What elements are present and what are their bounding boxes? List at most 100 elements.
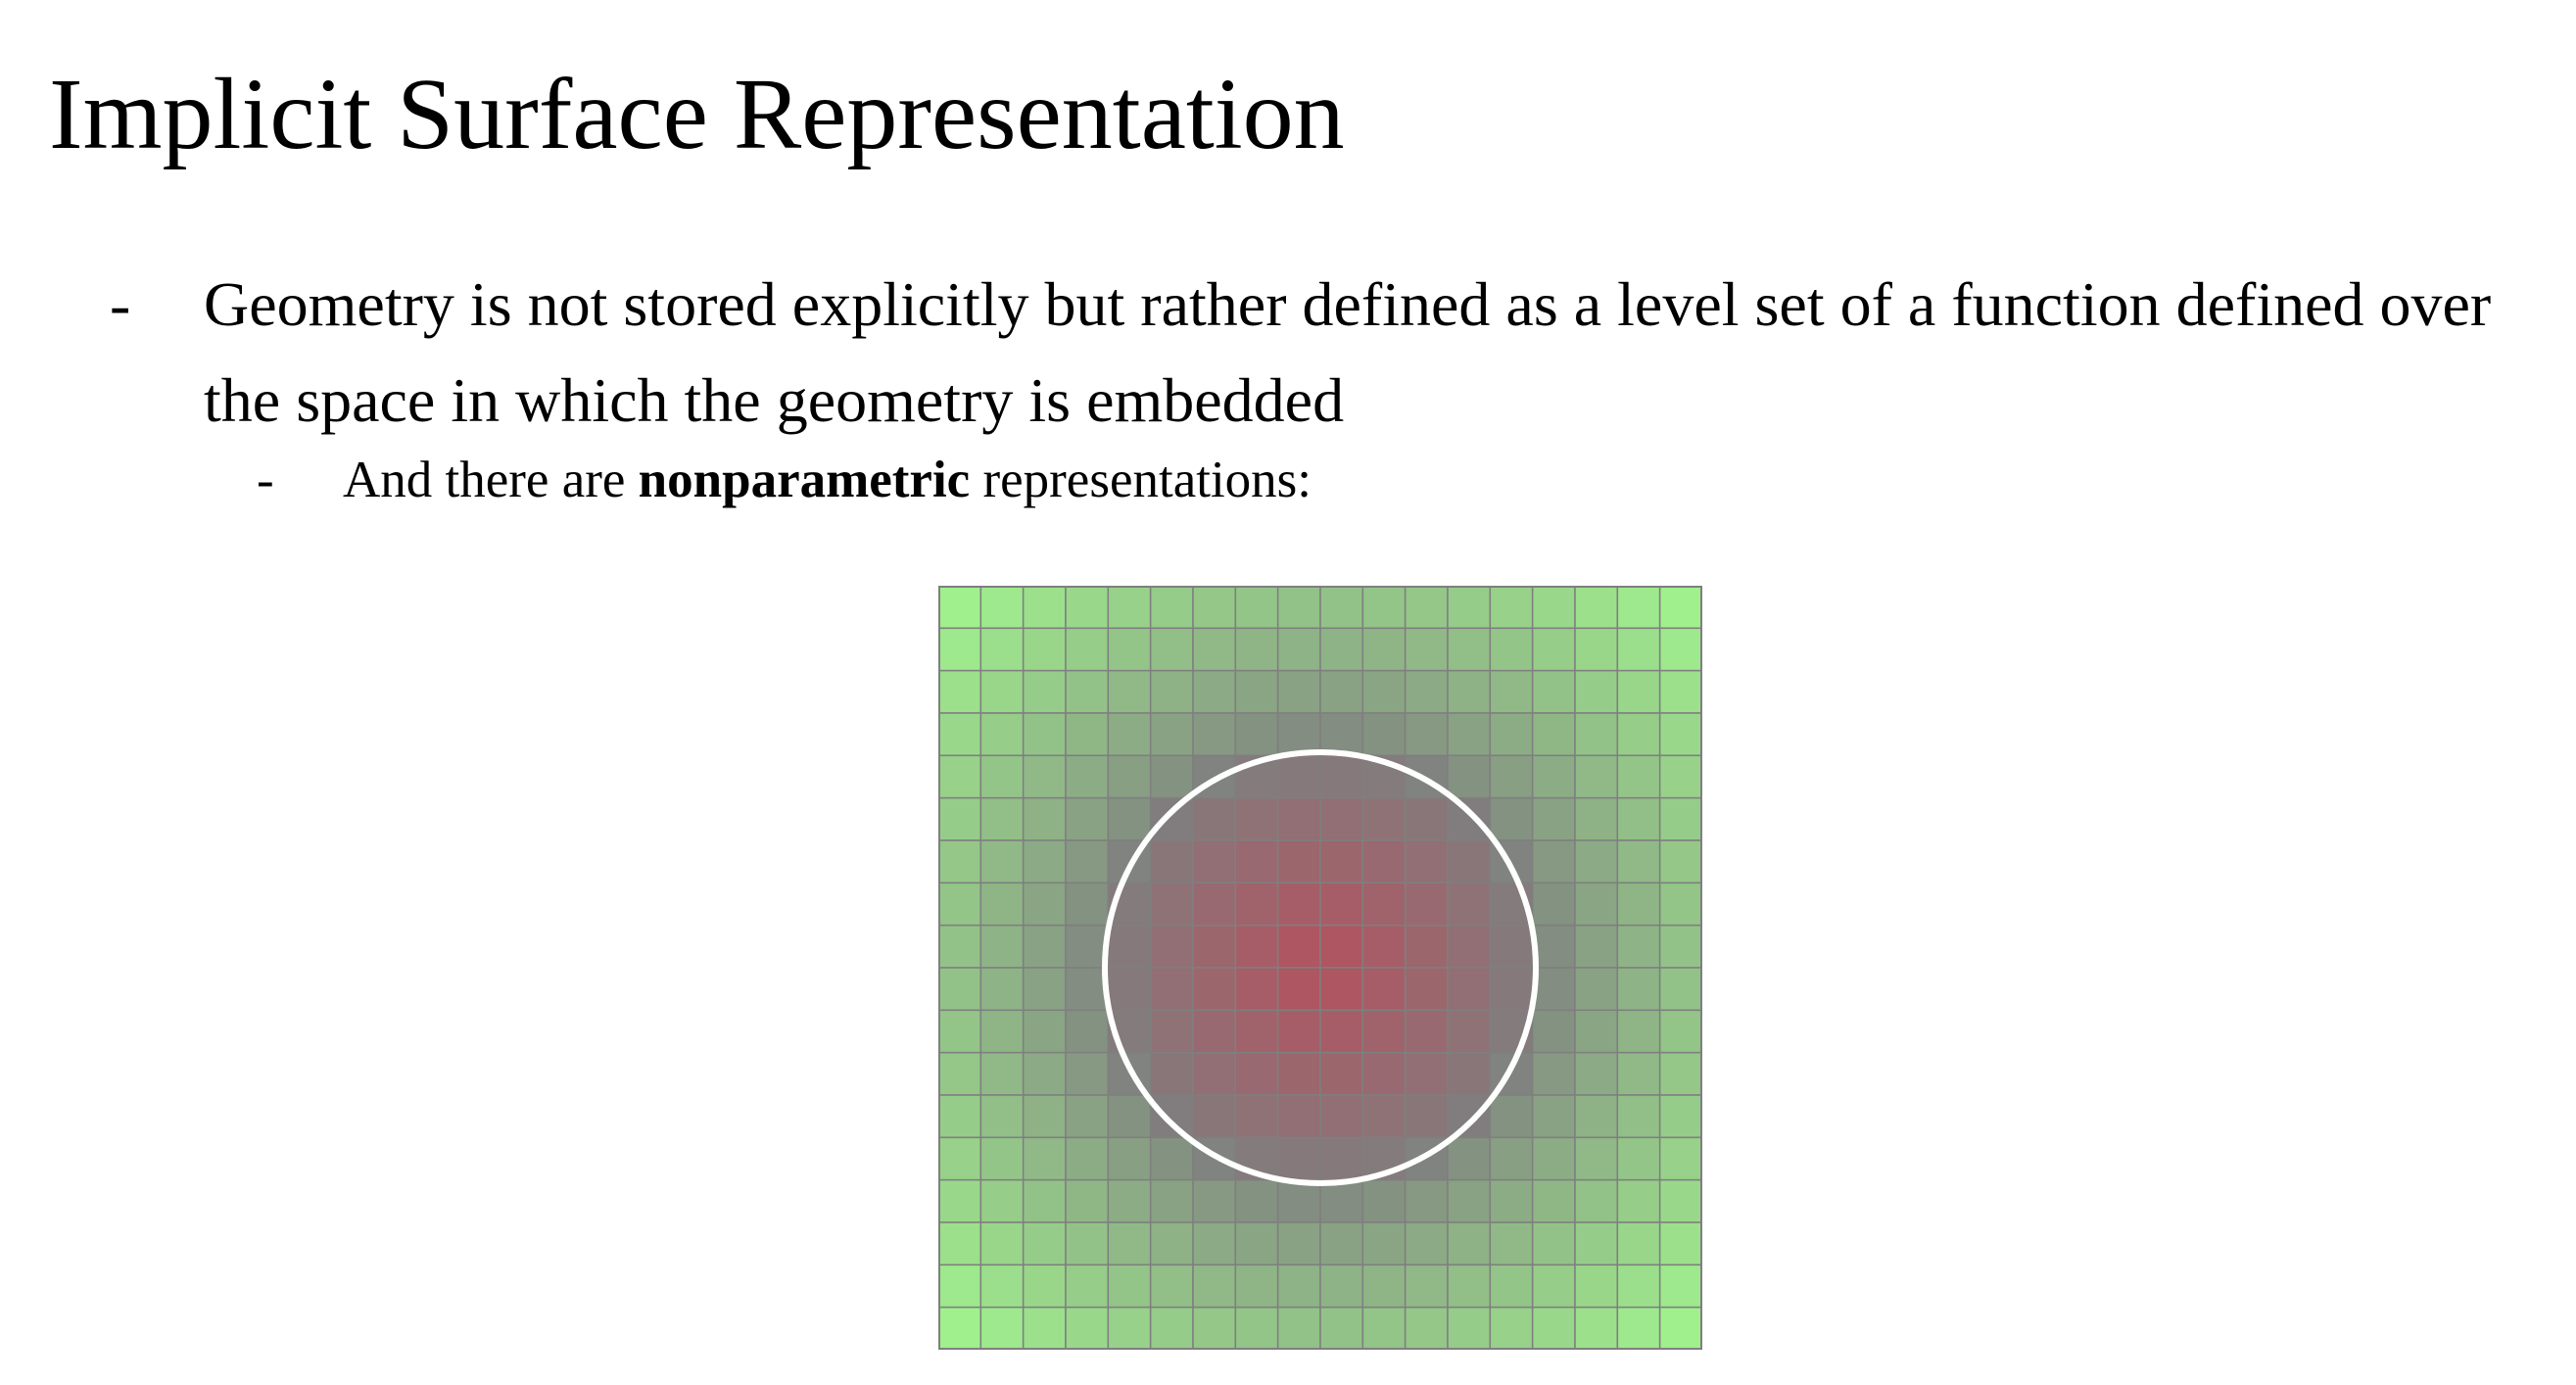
slide-title: Implicit Surface Representation [49, 58, 1345, 170]
grid-cell [1149, 924, 1194, 969]
grid-cell [1192, 712, 1237, 757]
grid-cell [1658, 882, 1702, 927]
grid-cell [1361, 1264, 1407, 1309]
grid-cell [1404, 924, 1449, 969]
grid-cell [1574, 1178, 1619, 1223]
grid-cell [1361, 1221, 1407, 1266]
grid-cell [938, 1264, 982, 1309]
grid-cell [1149, 712, 1194, 757]
grid-cell [1192, 1094, 1237, 1139]
grid-cell [1192, 796, 1237, 841]
grid-cell [1319, 712, 1364, 757]
grid-cell [1276, 1136, 1321, 1181]
grid-cell [1574, 1306, 1619, 1350]
grid-cell [1574, 669, 1619, 714]
grid-cell [1531, 1009, 1576, 1054]
grid-cell [1065, 586, 1110, 630]
grid-cell [1574, 627, 1619, 672]
grid-cell [1658, 1221, 1702, 1266]
grid-cell [1616, 669, 1661, 714]
grid-cell [1531, 712, 1576, 757]
grid-cell [1276, 712, 1321, 757]
grid-cell [938, 967, 982, 1012]
grid-cell [1658, 1009, 1702, 1054]
grid-cell [1234, 1051, 1279, 1096]
grid-cell [1192, 1051, 1237, 1096]
grid-cell [1447, 1051, 1492, 1096]
grid-cell [1022, 1136, 1067, 1181]
grid-cell [1447, 796, 1492, 841]
grid-cell [1107, 1264, 1152, 1309]
grid-cell [1234, 627, 1279, 672]
grid-cell [1276, 586, 1321, 630]
grid-cell [1404, 1051, 1449, 1096]
grid-cell [1658, 1136, 1702, 1181]
grid-cell [1065, 712, 1110, 757]
grid-cell [938, 1094, 982, 1139]
grid-cell [1192, 1221, 1237, 1266]
grid-cell [979, 586, 1025, 630]
grid-cell [1404, 669, 1449, 714]
grid-cell [1107, 1136, 1152, 1181]
grid-cell [1531, 1051, 1576, 1096]
grid-cell [979, 1051, 1025, 1096]
grid-cell [1319, 1009, 1364, 1054]
grid-cell [1022, 796, 1067, 841]
grid-cell [1658, 1264, 1702, 1309]
grid-cell [1404, 712, 1449, 757]
grid-cell [1234, 1009, 1279, 1054]
grid-cell [979, 1094, 1025, 1139]
grid-cell [1276, 796, 1321, 841]
grid-cell [1065, 839, 1110, 884]
grid-cell [979, 1009, 1025, 1054]
grid-cell [1319, 1221, 1364, 1266]
grid-cell [1022, 839, 1067, 884]
grid-cell [1658, 754, 1702, 799]
grid-cell [1616, 1009, 1661, 1054]
grid-cell [1489, 669, 1534, 714]
grid-cell [1234, 586, 1279, 630]
grid-cell [979, 1306, 1025, 1350]
grid-cell [1319, 924, 1364, 969]
grid-cell [1404, 839, 1449, 884]
grid-cell [1489, 796, 1534, 841]
grid-cell [1107, 1178, 1152, 1223]
grid-cell [1361, 882, 1407, 927]
grid-cell [1107, 967, 1152, 1012]
grid-cell [1065, 1136, 1110, 1181]
implicit-grid-figure [938, 586, 1702, 1350]
grid-cell [1447, 1221, 1492, 1266]
grid-cell [1319, 586, 1364, 630]
grid-cell [979, 669, 1025, 714]
grid-cell [1319, 1136, 1364, 1181]
grid-cell [1276, 1094, 1321, 1139]
grid-cell [1319, 1178, 1364, 1223]
grid-cell [938, 1009, 982, 1054]
grid-cell [1616, 839, 1661, 884]
grid-cell [1149, 1178, 1194, 1223]
grid-cell [1616, 1306, 1661, 1350]
grid-cell [1065, 967, 1110, 1012]
grid-cell [1234, 924, 1279, 969]
grid-cell [1107, 1306, 1152, 1350]
grid-cell [1234, 967, 1279, 1012]
grid-cell [1447, 586, 1492, 630]
grid-cell [1658, 586, 1702, 630]
grid-cell [938, 586, 982, 630]
grid-cell [1234, 1306, 1279, 1350]
grid-cell [1658, 1051, 1702, 1096]
grid-cell [1658, 796, 1702, 841]
grid-cell [1361, 839, 1407, 884]
grid-cell [1022, 586, 1067, 630]
grid-cell [1489, 712, 1534, 757]
signed-distance-grid [938, 586, 1702, 1350]
grid-cell [979, 1178, 1025, 1223]
grid-cell [938, 882, 982, 927]
grid-cell [1107, 796, 1152, 841]
grid-cell [1234, 796, 1279, 841]
grid-cell [1022, 1306, 1067, 1350]
grid-cell [1234, 1094, 1279, 1139]
grid-cell [979, 882, 1025, 927]
grid-cell [1404, 1094, 1449, 1139]
grid-cell [1022, 754, 1067, 799]
